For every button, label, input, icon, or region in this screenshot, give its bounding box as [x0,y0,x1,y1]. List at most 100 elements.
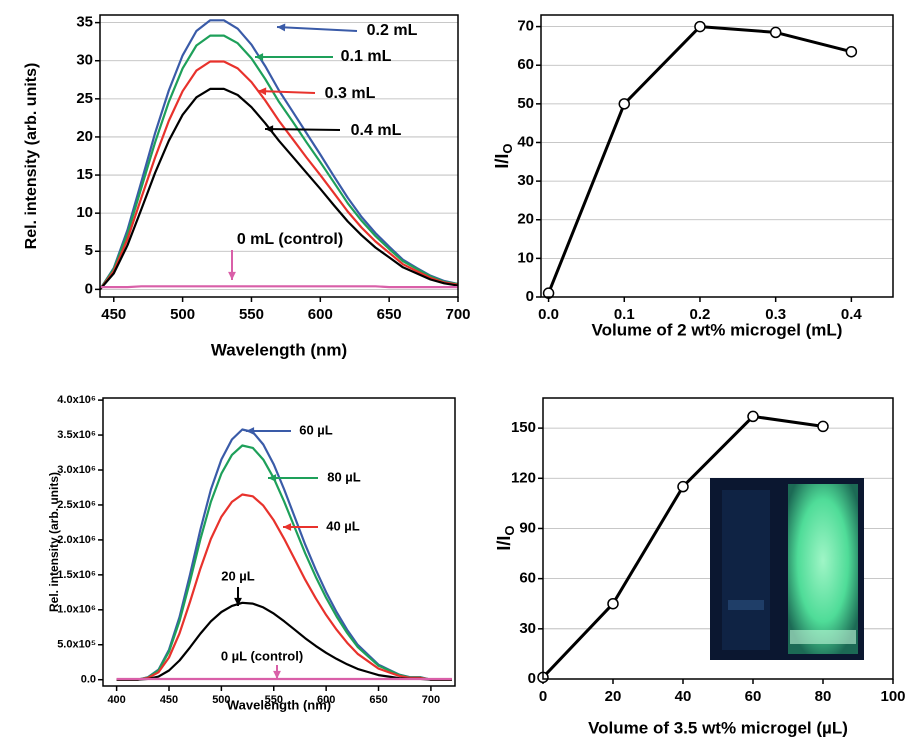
y-tick-label: 70 [517,18,534,35]
annotation-arrow [276,26,358,32]
y-axis-label-text: Rel. intensity (arb. units) [47,472,61,612]
plot-frame [102,397,456,687]
data-point [845,45,858,58]
data-point [607,597,619,610]
y-axis-label: I/IO [492,143,516,168]
data-line [100,60,458,291]
inset-photo [710,478,864,660]
y-tick-label: 3.5x10⁶ [57,429,96,441]
y-tick-label: 50 [517,95,534,112]
x-tick-label: 450 [160,694,178,706]
chart: 0.0 5.0x10⁵ 1.0x10⁶ 1.5x10⁶ 2.0x10⁶ 2.5x10⁶ 3.… [47,394,456,712]
y-tick-label: 5 [85,242,93,259]
y-tick-label: 10 [76,204,93,221]
x-tick-label: 700 [422,694,440,706]
arrow-head [228,271,236,280]
x-tick-label: 0.2 [690,306,711,323]
data-line [547,25,852,294]
series-label: 0.1 mL [341,48,392,65]
arrow-head [265,125,274,134]
x-tick-label: 450 [101,306,126,323]
data-line [116,428,452,681]
y-tick-label: 0 [85,280,93,297]
y-axis-label-subscript: O [502,525,517,535]
x-tick-label: 400 [107,694,125,706]
y-tick-label: 120 [511,469,536,486]
y-axis-label-text: Rel. intensity (arb. units) [23,63,40,250]
x-tick-label: 550 [265,694,283,706]
x-tick-label: 100 [880,688,905,705]
y-tick-label: 20 [517,211,534,228]
arrow-head [268,474,277,482]
plot-frame [99,14,459,298]
x-tick-label: 700 [445,306,470,323]
y-tick-label: 15 [76,166,93,183]
arrow-head [234,597,242,606]
y-axis-label: Rel. intensity (arb. units) [47,472,61,612]
series-label: 60 µL [299,422,333,437]
y-tick-label: 30 [517,172,534,189]
y-axis-label-text: I/I [494,536,514,551]
y-tick-label: 150 [511,419,536,436]
arrow-head [277,23,286,32]
chart: 0 30 60 90 120 150 0 20 40 60 80 100 Volume of 3.5 w… [494,397,906,737]
y-tick-label: 2.5x10⁶ [57,499,96,511]
x-axis-label: Volume of 2 wt% microgel (mL) [592,320,843,339]
arrow-head [283,523,292,531]
x-tick-label: 600 [308,306,333,323]
series-label: 80 µL [327,469,361,484]
data-line [100,87,458,291]
data-line [116,601,452,681]
series-label: 20 µL [221,568,255,583]
plot-frame [540,14,894,298]
y-axis-label: Rel. intensity (arb. units) [23,63,40,250]
y-tick-label: 1.0x10⁶ [57,604,96,616]
plot-frame [542,397,894,680]
series-label: 40 µL [326,518,360,533]
x-tick-label: 550 [239,306,264,323]
series-label: 0 µL (control) [221,648,303,663]
arrow-head [246,427,255,435]
data-line [100,285,458,289]
y-tick-label: 30 [76,52,93,69]
data-point [747,410,759,423]
chart: 0 5 10 15 20 25 30 35 450 500 550 600 650 700 Waveleng… [23,14,470,360]
y-tick-label: 20 [76,128,93,145]
y-tick-label: 90 [519,519,536,536]
y-tick-label: 4.0x10⁶ [57,394,96,406]
x-tick-label: 650 [377,306,402,323]
y-tick-label: 10 [517,249,534,266]
series-label: 0.2 mL [367,22,418,39]
x-tick-label: 500 [170,306,195,323]
x-tick-label: 0 [539,688,547,705]
data-line [116,493,452,681]
y-axis-label: I/IO [494,525,518,550]
arrow-head [273,670,281,679]
y-tick-label: 60 [517,56,534,73]
annotation-arrow [264,128,341,131]
x-axis-label: Wavelength (nm) [211,340,347,359]
data-point [817,420,829,433]
data-line [116,444,452,681]
x-tick-label: 0.1 [614,306,635,323]
y-tick-label: 0 [526,288,534,305]
y-tick-label: 35 [76,14,93,31]
y-tick-label: 5.0x10⁵ [57,639,96,651]
y-tick-label: 1.5x10⁶ [57,569,96,581]
y-tick-label: 60 [519,570,536,587]
series-label: 0.4 mL [351,122,402,139]
y-tick-label: 0.0 [81,674,96,686]
x-tick-label: 40 [675,688,692,705]
y-tick-label: 3.0x10⁶ [57,464,96,476]
data-point [769,26,782,39]
annotation-arrow [257,90,316,94]
data-point [677,480,689,493]
series-label: 0 mL (control) [237,231,343,248]
y-tick-label: 25 [76,90,93,107]
data-point [694,20,706,33]
y-axis-label-text: I/I [492,154,512,169]
x-tick-label: 0.4 [841,306,863,323]
x-axis-label: Wavelength (nm) [227,697,331,712]
